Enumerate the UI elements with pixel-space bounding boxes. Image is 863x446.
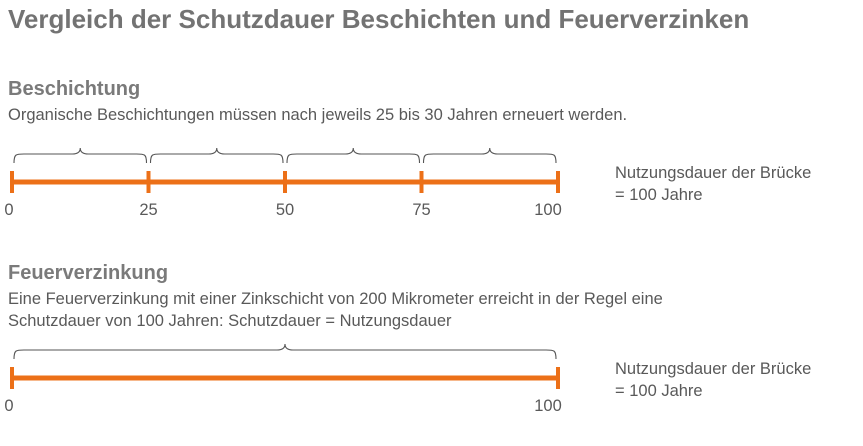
coating-tick-label: 25 xyxy=(139,201,157,219)
galvanizing-brace xyxy=(13,343,557,360)
coating-brace xyxy=(286,147,421,164)
galvanizing-description-line1: Eine Feuerverzinkung mit einer Zinkschic… xyxy=(8,290,663,308)
coating-brace xyxy=(149,147,284,164)
coating-tick-label: 100 xyxy=(534,201,562,219)
coating-tick-label: 75 xyxy=(412,201,430,219)
galvanizing-heading: Feuerverzinkung xyxy=(8,262,169,284)
coating-brace xyxy=(422,147,557,164)
coating-brace xyxy=(13,147,148,164)
galvanizing-description-line2: Schutzdauer von 100 Jahren: Schutzdauer … xyxy=(8,312,452,330)
page-title: Vergleich der Schutzdauer Beschichten un… xyxy=(8,4,750,34)
galvanizing-timeline: 0 100 xyxy=(4,343,562,415)
galvanizing-note-line1: Nutzungsdauer der Brücke xyxy=(615,360,812,378)
coating-tick-label: 0 xyxy=(4,201,13,219)
galvanizing-description: Eine Feuerverzinkung mit einer Zinkschic… xyxy=(8,288,663,332)
coating-timeline: 0 25 50 75 100 xyxy=(4,147,562,219)
coating-description: Organische Beschichtungen müssen nach je… xyxy=(8,106,628,124)
galvanizing-tick-label: 0 xyxy=(4,397,13,415)
galvanizing-note-line2: = 100 Jahre xyxy=(615,382,703,400)
coating-heading: Beschichtung xyxy=(8,78,141,100)
coating-note-line2: = 100 Jahre xyxy=(615,186,703,204)
coating-note: Nutzungsdauer der Brücke = 100 Jahre xyxy=(615,162,811,206)
coating-tick-label: 50 xyxy=(276,201,294,219)
galvanizing-tick-label: 100 xyxy=(534,397,562,415)
galvanizing-note: Nutzungsdauer der Brücke = 100 Jahre xyxy=(615,358,811,402)
coating-note-line1: Nutzungsdauer der Brücke xyxy=(615,164,812,182)
